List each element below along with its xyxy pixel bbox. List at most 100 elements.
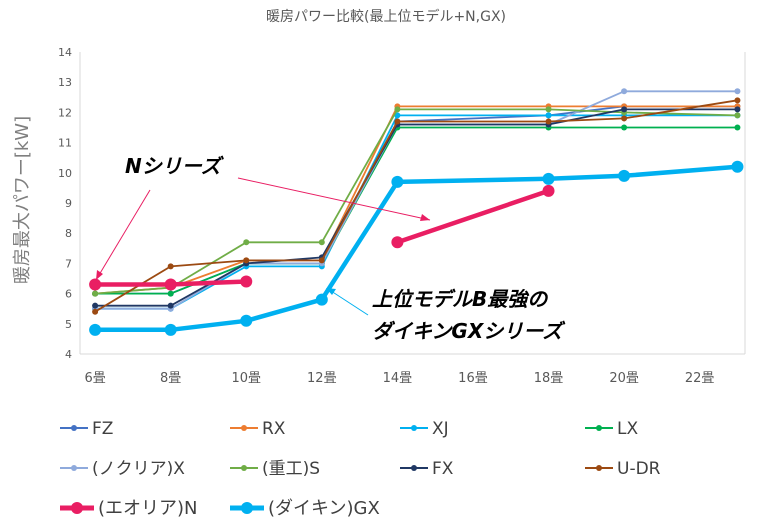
series-point (92, 308, 99, 315)
series-point (621, 88, 628, 95)
series-point (621, 106, 628, 113)
series-point (545, 118, 552, 125)
legend-label: LX (617, 419, 638, 439)
series-point (618, 169, 631, 182)
legend-label: XJ (432, 419, 449, 439)
series-point (167, 302, 174, 309)
series-line (95, 108, 738, 295)
legend-marker (411, 425, 417, 431)
y-tick-label: 4 (65, 348, 72, 361)
series-point (318, 239, 325, 246)
legend-label: (ダイキン)GX (268, 498, 380, 519)
annotation-gx-line1: 上位モデルB最強の (372, 287, 549, 311)
series-line (95, 108, 738, 307)
legend-label: U-DR (617, 459, 661, 479)
y-tick-label: 7 (65, 257, 72, 270)
x-tick-label: 20畳 (609, 371, 639, 386)
legend-label: (重工)S (262, 459, 320, 479)
legend-marker (71, 425, 77, 431)
series-point (391, 175, 404, 188)
x-ticks: 6畳 8畳 10畳 12畳 14畳 16畳 18畳 20畳 22畳 (84, 371, 714, 386)
annotation-arrow-n-right (237, 177, 431, 221)
annotation-gx-line2: ダイキンGXシリーズ (372, 319, 566, 343)
series-point (167, 290, 174, 297)
legend-label: FX (432, 459, 454, 479)
y-ticks: 4 5 6 7 8 9 10 11 12 13 14 (58, 46, 72, 361)
legend-marker (241, 465, 247, 471)
series-point (734, 112, 741, 119)
series-point (545, 112, 552, 119)
series-point (243, 239, 250, 246)
axes (79, 52, 746, 355)
legend-marker (596, 425, 602, 431)
y-tick-label: 6 (65, 288, 72, 301)
series-point (731, 160, 744, 173)
legend-marker (411, 465, 417, 471)
series-point (734, 88, 741, 95)
series-line (95, 164, 738, 333)
legend-marker (71, 502, 83, 514)
series-point (318, 257, 325, 264)
x-tick-label: 10畳 (231, 371, 261, 386)
series-line (95, 126, 738, 295)
annotations: Nシリーズ 上位モデルB最強の ダイキンGXシリーズ (95, 154, 566, 343)
x-tick-label: 8畳 (160, 371, 181, 386)
legend-label: (エオリア)N (98, 498, 198, 519)
series-point (542, 172, 555, 185)
series-line (94, 99, 738, 313)
chart-title: 暖房パワー比較(最上位モデル+N,GX) (266, 8, 506, 25)
legend-label: RX (262, 419, 286, 439)
legend-label: (ノクリア)X (92, 459, 185, 479)
series-point (391, 236, 404, 249)
series-point (243, 257, 250, 264)
y-tick-label: 9 (65, 197, 72, 210)
x-tick-label: 6畳 (84, 371, 105, 386)
y-tick-label: 13 (58, 76, 72, 89)
legend-marker (596, 465, 602, 471)
series-point (240, 275, 253, 288)
series-point (545, 106, 552, 113)
series-line (396, 188, 550, 245)
legend-label: FZ (92, 419, 113, 439)
legend-marker (241, 502, 253, 514)
series-group (89, 88, 744, 336)
x-tick-label: 14畳 (383, 371, 413, 386)
series-point (394, 118, 401, 125)
series-point (164, 278, 177, 291)
legend: FZ RX XJ LX (ノクリア)X (重工)S FX U-DR (エオリア)N (ダイキン)G… (60, 419, 661, 519)
series-point (92, 290, 99, 297)
x-tick-label: 22畳 (685, 371, 715, 386)
x-tick-label: 12畳 (307, 371, 337, 386)
y-tick-label: 8 (65, 227, 72, 240)
y-axis-label: 暖房最大パワー[kW] (12, 116, 33, 284)
x-tick-label: 18畳 (534, 371, 564, 386)
series-point (89, 323, 102, 336)
y-tick-label: 5 (65, 318, 72, 331)
series-point (240, 314, 253, 327)
annotation-arrowhead-n-right (420, 214, 430, 221)
series-point (89, 278, 102, 291)
y-tick-label: 14 (58, 46, 72, 59)
series-point (542, 184, 555, 197)
series-point (167, 263, 174, 270)
series-point (734, 124, 741, 131)
series-point (621, 115, 628, 122)
annotation-arrow-n-left (95, 189, 151, 281)
y-tick-label: 12 (58, 106, 72, 119)
y-tick-label: 10 (58, 167, 72, 180)
series-point (164, 323, 177, 336)
annotation-arrow-gx (327, 288, 369, 316)
annotation-n-series: Nシリーズ (125, 154, 225, 178)
series-point (394, 106, 401, 113)
annotation-arrowhead-gx (326, 288, 336, 295)
series-line (95, 90, 738, 310)
annotation-arrowhead-n-left (96, 270, 103, 280)
legend-marker (241, 425, 247, 431)
series-point (621, 124, 628, 131)
series-point (734, 97, 741, 104)
y-tick-label: 11 (58, 137, 72, 150)
x-tick-label: 16畳 (458, 371, 488, 386)
legend-marker (71, 465, 77, 471)
series-point (315, 293, 328, 306)
